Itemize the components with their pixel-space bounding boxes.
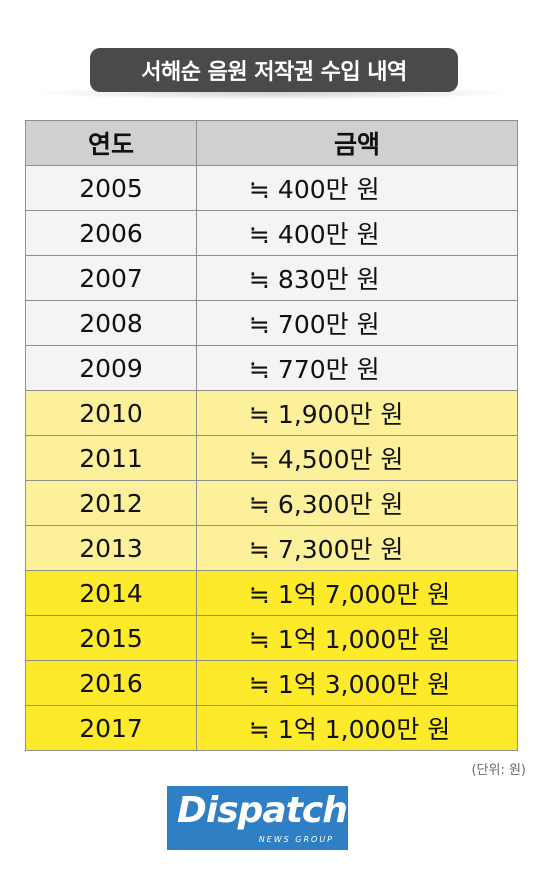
year-cell: 2009	[25, 345, 197, 391]
table-row: 2006 ≒ 400만 원	[25, 210, 518, 256]
amount-cell: ≒ 6,300만 원	[196, 480, 518, 526]
amount-cell: ≒ 4,500만 원	[196, 435, 518, 481]
year-cell: 2014	[25, 570, 197, 616]
amount-cell: ≒ 7,300만 원	[196, 525, 518, 571]
logo-wordmark: Dispatch	[177, 790, 348, 831]
table-row: 2007 ≒ 830만 원	[25, 255, 518, 301]
table-row: 2010 ≒ 1,900만 원	[25, 390, 518, 436]
year-cell: 2011	[25, 435, 197, 481]
income-table: 연도 금액 2005 ≒ 400만 원 2006 ≒ 400만 원 2007 ≒ 830만…	[25, 120, 518, 751]
year-cell: 2010	[25, 390, 197, 436]
year-cell: 2015	[25, 615, 197, 661]
year-cell: 2008	[25, 300, 197, 346]
table-row: 2009 ≒ 770만 원	[25, 345, 518, 391]
amount-cell: ≒ 400만 원	[196, 165, 518, 211]
dispatch-logo: Dispatch NEWS GROUP	[167, 786, 348, 850]
table-row: 2013 ≒ 7,300만 원	[25, 525, 518, 571]
amount-cell: ≒ 1억 1,000만 원	[196, 615, 518, 661]
amount-cell: ≒ 1,900만 원	[196, 390, 518, 436]
year-cell: 2007	[25, 255, 197, 301]
year-cell: 2005	[25, 165, 197, 211]
table-row: 2017 ≒ 1억 1,000만 원	[25, 705, 518, 751]
amount-cell: ≒ 830만 원	[196, 255, 518, 301]
year-cell: 2016	[25, 660, 197, 706]
table-row: 2014 ≒ 1억 7,000만 원	[25, 570, 518, 616]
amount-cell: ≒ 1억 7,000만 원	[196, 570, 518, 616]
unit-note: (단위: 원)	[471, 763, 526, 778]
table-header-row: 연도 금액	[25, 120, 518, 166]
page-title: 서해순 음원 저작권 수입 내역	[90, 48, 458, 92]
table-row: 2015 ≒ 1억 1,000만 원	[25, 615, 518, 661]
year-cell: 2006	[25, 210, 197, 256]
logo-subtitle: NEWS GROUP	[258, 835, 334, 844]
table-row: 2005 ≒ 400만 원	[25, 165, 518, 211]
table-row: 2012 ≒ 6,300만 원	[25, 480, 518, 526]
header-year: 연도	[25, 120, 197, 166]
amount-cell: ≒ 770만 원	[196, 345, 518, 391]
year-cell: 2013	[25, 525, 197, 571]
amount-cell: ≒ 700만 원	[196, 300, 518, 346]
year-cell: 2017	[25, 705, 197, 751]
amount-cell: ≒ 1억 3,000만 원	[196, 660, 518, 706]
year-cell: 2012	[25, 480, 197, 526]
table-body: 2005 ≒ 400만 원 2006 ≒ 400만 원 2007 ≒ 830만 원 2008…	[25, 165, 518, 751]
header-amount: 금액	[196, 120, 518, 166]
table-row: 2008 ≒ 700만 원	[25, 300, 518, 346]
amount-cell: ≒ 400만 원	[196, 210, 518, 256]
table-row: 2011 ≒ 4,500만 원	[25, 435, 518, 481]
table-row: 2016 ≒ 1억 3,000만 원	[25, 660, 518, 706]
amount-cell: ≒ 1억 1,000만 원	[196, 705, 518, 751]
